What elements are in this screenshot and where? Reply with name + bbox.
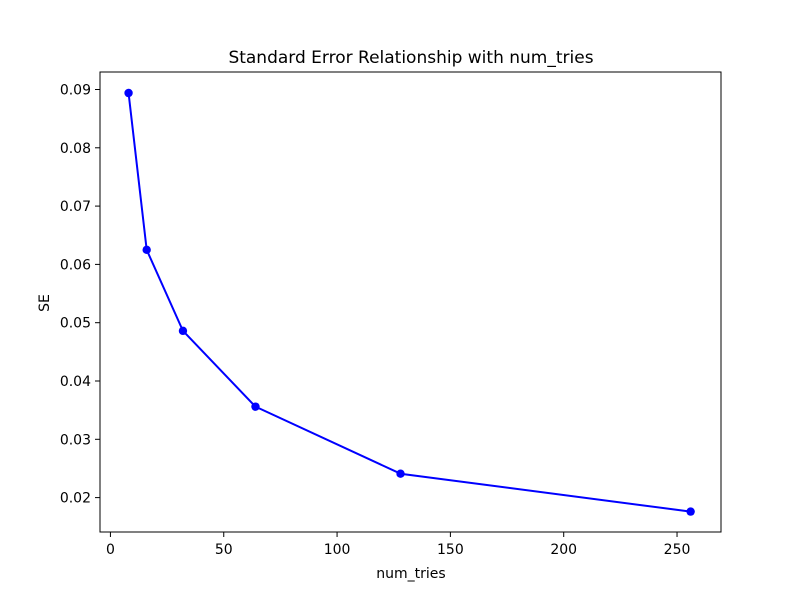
plot-area: 0 50 100 150 200 250 0.02 0.03 0.04 0.05 0.06 0.07 0…	[60, 71, 722, 558]
y-tick-label: 0.06	[60, 257, 91, 273]
y-axis-label: SE	[37, 294, 53, 312]
data-point	[124, 88, 133, 98]
x-tick-label: 250	[664, 542, 691, 558]
data-point	[251, 402, 260, 411]
y-tick-label: 0.09	[60, 82, 91, 98]
x-tick-label: 100	[324, 542, 351, 558]
y-tick-label: 0.08	[60, 141, 91, 157]
data-point	[396, 469, 405, 478]
y-tick-label: 0.02	[60, 491, 91, 507]
x-tick-label: 0	[106, 542, 115, 558]
axes-spines	[99, 71, 722, 533]
y-tick-label: 0.05	[60, 316, 91, 332]
chart-title: Standard Error Relationship with num_tri…	[228, 48, 593, 68]
y-tick-label: 0.03	[60, 432, 91, 448]
x-tick-label: 200	[550, 542, 577, 558]
y-tick-label: 0.04	[60, 374, 91, 390]
data-point	[142, 245, 151, 255]
data-point	[178, 326, 188, 336]
y-tick-label: 0.07	[60, 199, 91, 215]
x-tick-label: 150	[437, 542, 464, 558]
data-line	[127, 91, 692, 513]
data-point	[686, 507, 695, 516]
x-axis-label: num_tries	[376, 566, 445, 582]
x-tick-label: 50	[215, 542, 233, 558]
